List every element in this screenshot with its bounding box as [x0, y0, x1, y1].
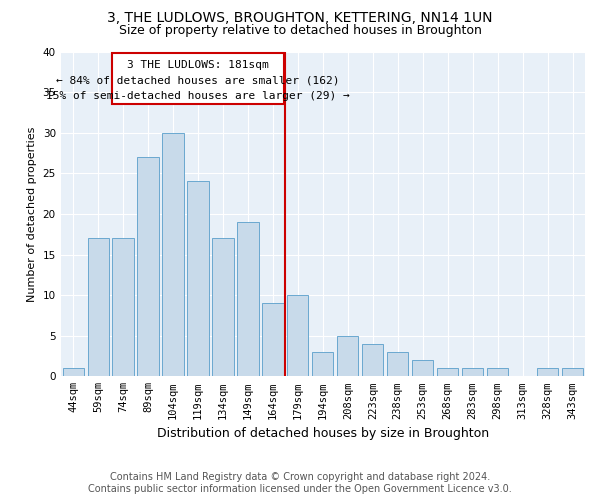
Text: Size of property relative to detached houses in Broughton: Size of property relative to detached ho… — [119, 24, 481, 37]
Bar — [462, 368, 483, 376]
Bar — [112, 238, 134, 376]
FancyBboxPatch shape — [112, 53, 284, 104]
X-axis label: Distribution of detached houses by size in Broughton: Distribution of detached houses by size … — [157, 427, 489, 440]
Bar — [387, 352, 409, 376]
Bar — [163, 132, 184, 376]
Text: 15% of semi-detached houses are larger (29) →: 15% of semi-detached houses are larger (… — [46, 92, 350, 102]
Bar — [362, 344, 383, 376]
Bar — [212, 238, 233, 376]
Text: ← 84% of detached houses are smaller (162): ← 84% of detached houses are smaller (16… — [56, 76, 340, 86]
Bar — [238, 222, 259, 376]
Bar — [312, 352, 334, 376]
Bar — [412, 360, 433, 376]
Y-axis label: Number of detached properties: Number of detached properties — [27, 126, 37, 302]
Bar — [562, 368, 583, 376]
Bar — [287, 295, 308, 376]
Bar — [137, 157, 158, 376]
Text: Contains HM Land Registry data © Crown copyright and database right 2024.
Contai: Contains HM Land Registry data © Crown c… — [88, 472, 512, 494]
Text: 3 THE LUDLOWS: 181sqm: 3 THE LUDLOWS: 181sqm — [127, 60, 269, 70]
Bar — [537, 368, 558, 376]
Bar — [487, 368, 508, 376]
Text: 3, THE LUDLOWS, BROUGHTON, KETTERING, NN14 1UN: 3, THE LUDLOWS, BROUGHTON, KETTERING, NN… — [107, 11, 493, 25]
Bar — [337, 336, 358, 376]
Bar — [437, 368, 458, 376]
Bar — [187, 182, 209, 376]
Bar — [62, 368, 84, 376]
Bar — [262, 303, 284, 376]
Bar — [88, 238, 109, 376]
